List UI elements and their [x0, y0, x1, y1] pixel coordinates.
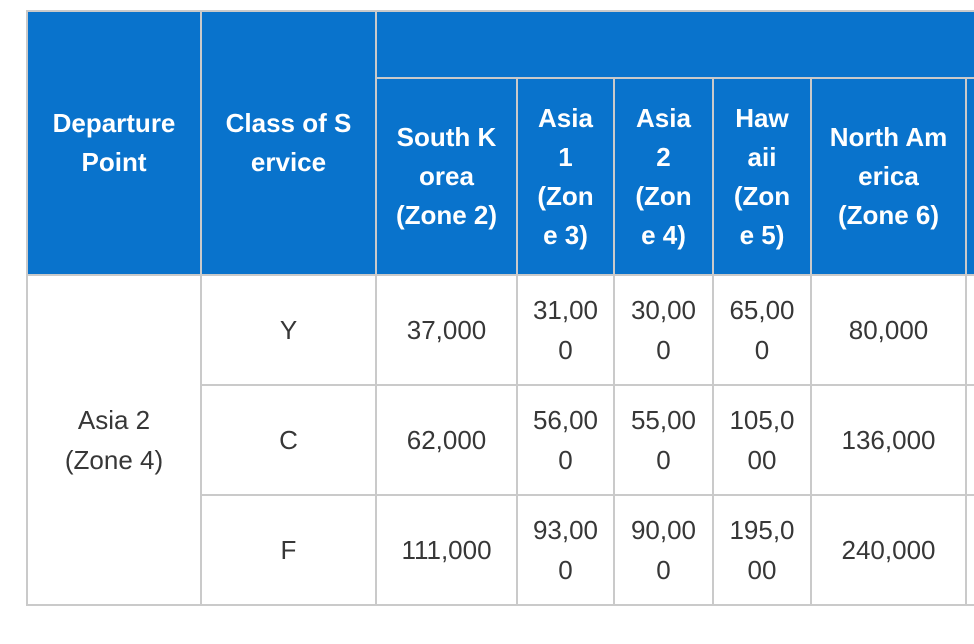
value-cell-y-hawaii: 65,00 0: [712, 274, 812, 386]
column-header-asia2-zone4: Asia 2 (Zon e 4): [613, 77, 714, 276]
column-header-cutoff: [964, 77, 974, 276]
value-cell-f-north-america: 240,000: [810, 494, 967, 606]
value-cell-f-south-korea: 111,000: [375, 494, 518, 606]
table-row-class-y: Asia 2 (Zone 4) Y 37,000 31,00 0 30,00 0…: [26, 274, 974, 606]
column-header-hawaii-zone5: Haw aii (Zon e 5): [712, 77, 812, 276]
award-mileage-table: Departure Point Class of S ervice South …: [26, 10, 974, 606]
value-cell-cutoff: [964, 274, 974, 386]
header-zones-row: South K orea (Zone 2) Asia 1 (Zon e 3) A…: [27, 77, 974, 276]
column-header-departure-point: Departure Point: [26, 10, 202, 276]
table-header: Departure Point Class of S ervice South …: [26, 10, 974, 276]
row-group-header-asia2-zone4: Asia 2 (Zone 4): [26, 274, 202, 606]
value-cell-f-hawaii: 195,0 00: [712, 494, 812, 606]
column-header-south-korea-zone2: South K orea (Zone 2): [375, 77, 518, 276]
value-cell-y-asia1: 31,00 0: [516, 274, 615, 386]
value-cell-c-hawaii: 105,0 00: [712, 384, 812, 496]
value-cell-f-asia1: 93,00 0: [516, 494, 615, 606]
value-cell-c-north-america: 136,000: [810, 384, 967, 496]
value-cell-y-north-america: 80,000: [810, 274, 967, 386]
value-cell-cutoff: [964, 494, 974, 606]
class-of-service-cell: Y: [200, 274, 377, 386]
value-cell-y-asia2: 30,00 0: [613, 274, 714, 386]
class-of-service-cell: C: [200, 384, 377, 496]
class-of-service-cell: F: [200, 494, 377, 606]
header-top-band-row: Departure Point Class of S ervice: [26, 10, 974, 276]
column-header-north-america-zone6: North Am erica (Zone 6): [810, 77, 967, 276]
value-cell-c-asia2: 55,00 0: [613, 384, 714, 496]
table-body: Asia 2 (Zone 4) Y 37,000 31,00 0 30,00 0…: [26, 274, 974, 606]
column-header-asia1-zone3: Asia 1 (Zon e 3): [516, 77, 615, 276]
value-cell-f-asia2: 90,00 0: [613, 494, 714, 606]
value-cell-c-asia1: 56,00 0: [516, 384, 615, 496]
column-header-class-of-service: Class of S ervice: [200, 10, 377, 276]
table-row-class-f: F 111,000 93,00 0 90,00 0 195,0 00 240,0…: [27, 494, 974, 606]
value-cell-cutoff: [964, 384, 974, 496]
table-row-class-c: C 62,000 56,00 0 55,00 0 105,0 00 136,00…: [27, 384, 974, 496]
header-top-band: [374, 10, 974, 79]
value-cell-y-south-korea: 37,000: [375, 274, 518, 386]
value-cell-c-south-korea: 62,000: [375, 384, 518, 496]
